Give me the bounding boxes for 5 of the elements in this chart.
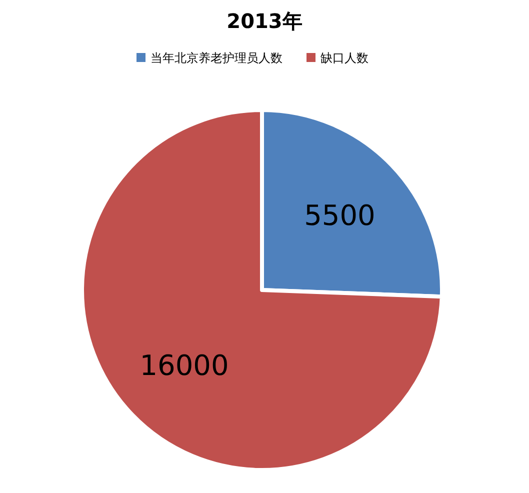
data-label: 16000 <box>140 348 229 382</box>
data-label: 5500 <box>304 199 376 232</box>
chart-title: 2013年 <box>226 9 302 33</box>
legend-label: 缺口人数 <box>320 51 368 65</box>
legend-label: 当年北京养老护理员人数 <box>150 51 282 65</box>
